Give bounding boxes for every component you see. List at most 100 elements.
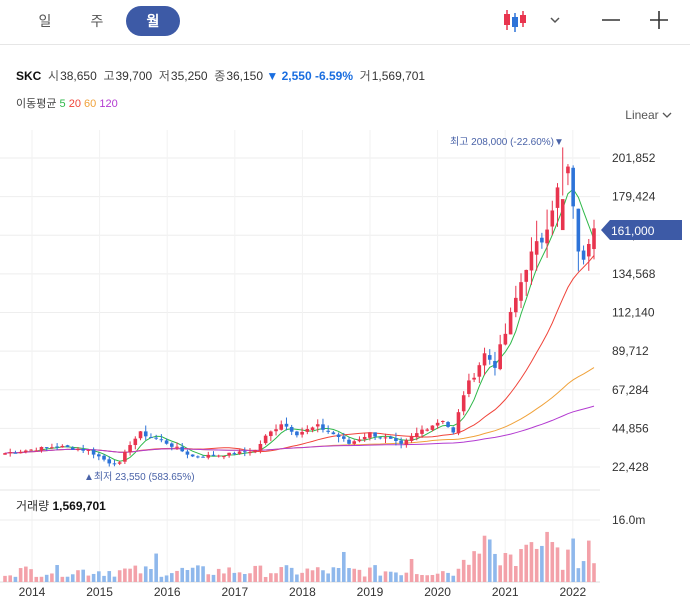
candle-body	[482, 353, 487, 366]
low-label: 저	[158, 69, 170, 83]
volume-bar	[284, 565, 289, 582]
volume-bar	[550, 542, 555, 582]
volume-bar	[185, 570, 190, 582]
volume-bar	[414, 574, 419, 582]
candle-body	[263, 435, 268, 444]
candle-body	[321, 424, 325, 430]
candle-body	[566, 166, 570, 174]
year-tick: 2022	[559, 585, 586, 599]
close-label: 종	[214, 69, 226, 83]
candle-body	[227, 452, 231, 456]
candle-body	[164, 440, 169, 444]
candle-body	[394, 438, 398, 441]
candlestick-icon[interactable]	[497, 4, 533, 38]
candle-body	[289, 427, 294, 432]
candle-body	[383, 437, 388, 439]
volume-bar	[373, 565, 377, 582]
volume-bar	[472, 551, 476, 582]
volume-bar	[232, 572, 237, 582]
candle-body	[420, 429, 424, 434]
scale-selector[interactable]: Linear	[625, 108, 672, 122]
volume-bar	[409, 558, 414, 582]
candle-body	[18, 451, 23, 454]
volume-bar	[467, 564, 471, 582]
year-tick: 2018	[289, 585, 316, 599]
moving-average-lines	[4, 188, 595, 462]
volume-bar	[571, 538, 575, 582]
chevron-down-icon[interactable]	[545, 4, 565, 38]
volume-bar	[91, 573, 96, 582]
close-value: 36,150	[226, 69, 264, 83]
candle-body	[143, 431, 148, 437]
volume-panel-label: 거래량 1,569,701	[16, 497, 106, 514]
volume-bar	[586, 540, 591, 582]
tab-week[interactable]: 주	[80, 6, 114, 36]
candle-body	[34, 450, 39, 452]
plus-icon[interactable]	[646, 4, 672, 38]
volume-bar	[503, 553, 508, 582]
volume-bar	[336, 567, 341, 582]
minus-icon[interactable]	[598, 4, 624, 38]
candle-body	[13, 452, 18, 454]
candle-body	[540, 237, 544, 243]
volume-bar	[190, 567, 195, 582]
volume-bar	[164, 575, 169, 582]
volume-bar	[107, 571, 112, 582]
tab-month[interactable]: 월	[126, 6, 180, 36]
candle-body	[545, 229, 549, 244]
volume-bar	[13, 576, 18, 582]
candle-body	[451, 427, 456, 433]
volume-bar	[555, 547, 560, 582]
volume-bar	[65, 576, 70, 582]
candle-body	[128, 445, 132, 453]
ma-5: 5	[59, 98, 66, 110]
candle-body	[586, 243, 591, 257]
volume-bar	[169, 573, 174, 582]
volume-bar	[269, 573, 273, 582]
candle-body	[467, 380, 471, 394]
candle-body	[180, 446, 185, 452]
candle-body	[279, 424, 284, 430]
candlestick-icon-graphic	[504, 9, 526, 32]
candle-body	[86, 449, 91, 451]
candle-body	[102, 455, 106, 460]
current-price-tag: 161,000	[601, 220, 682, 240]
candle-body	[435, 422, 440, 426]
candle-body	[138, 431, 143, 439]
volume-bar	[441, 571, 445, 582]
volume-bar	[461, 559, 466, 582]
current-price-value: 161,000	[611, 224, 655, 238]
volume-bar	[331, 567, 336, 582]
volume-bar	[8, 575, 13, 582]
volume-bar	[216, 568, 221, 582]
volume-bar	[482, 535, 487, 582]
candle-body	[39, 446, 44, 451]
candle-body	[211, 454, 216, 456]
change-percent: -6.59%	[314, 69, 353, 83]
volume-bars	[3, 531, 596, 582]
candle-body	[242, 451, 247, 453]
max-price-annotation: 최고 208,000 (-22.60%)▼	[450, 136, 564, 148]
volume-bar	[435, 573, 440, 582]
candle-body	[555, 187, 560, 208]
candle-body	[357, 439, 362, 442]
volume-bar	[493, 553, 497, 582]
volume-bar	[362, 576, 367, 582]
zoom-in-graphic	[650, 10, 668, 29]
candle-body	[373, 432, 377, 437]
candle-body	[269, 431, 273, 437]
candle-body	[185, 451, 190, 455]
volume-bar	[347, 568, 351, 582]
candle-body	[237, 451, 242, 454]
candle-body	[107, 459, 112, 464]
high-value: 39,700	[115, 69, 153, 83]
volume-bar	[420, 575, 424, 582]
candle-body	[430, 425, 435, 430]
volume-bar	[201, 566, 205, 582]
candle-body	[378, 437, 383, 439]
candle-body	[175, 446, 179, 448]
candle-body	[503, 333, 508, 345]
zoom-out-graphic	[602, 18, 620, 21]
tab-day[interactable]: 일	[28, 6, 62, 36]
